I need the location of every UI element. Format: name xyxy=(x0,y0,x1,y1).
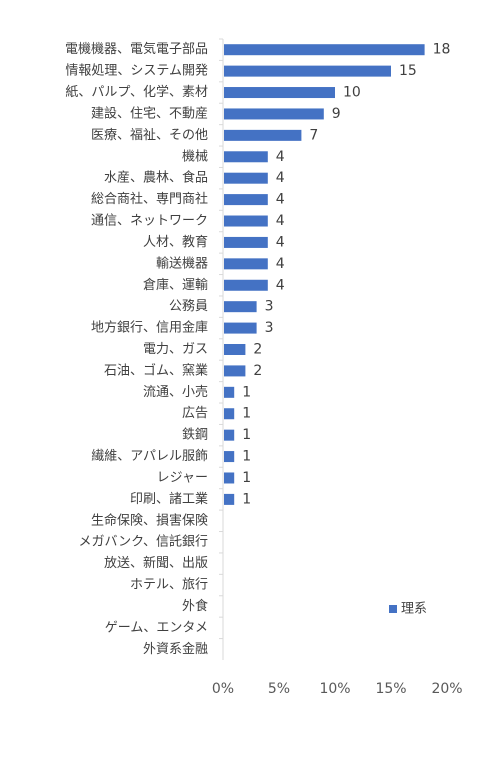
category-label: 地方銀行、信用金庫 xyxy=(91,320,208,336)
category-label: 電機機器、電気電子部品 xyxy=(65,41,208,57)
category-label: 広告 xyxy=(182,406,208,421)
category-label: 水産、農林、食品 xyxy=(104,170,208,186)
bar xyxy=(224,365,246,377)
bars-layer xyxy=(219,38,425,640)
category-label: 通信、ネットワーク xyxy=(91,214,208,229)
data-label: 18 xyxy=(433,42,451,58)
category-label: 印刷、諸工業 xyxy=(130,491,208,507)
bar xyxy=(224,493,235,505)
category-label: ゲーム、エンタメ xyxy=(105,620,208,635)
x-tick-label: 5% xyxy=(268,681,290,697)
category-label: 輸送機器 xyxy=(156,256,208,271)
data-label: 1 xyxy=(242,384,251,400)
bar xyxy=(224,108,324,120)
legend: 理系 xyxy=(389,602,427,617)
category-label: 石油、ゴム、窯業 xyxy=(104,362,208,378)
bar xyxy=(224,451,235,463)
bar xyxy=(224,44,425,56)
data-label: 4 xyxy=(276,192,285,208)
category-label: 鉄鋼 xyxy=(182,428,208,443)
category-label: 情報処理、システム開発 xyxy=(65,64,208,79)
category-label: レジャー xyxy=(157,470,208,485)
data-label: 7 xyxy=(309,127,318,143)
category-label: 総合商社、専門商社 xyxy=(91,191,208,207)
category-label: 倉庫、運輸 xyxy=(143,278,208,293)
legend-label: 理系 xyxy=(401,602,427,617)
category-label: 外資系金融 xyxy=(143,641,208,657)
bar xyxy=(224,65,391,77)
category-label: 電力、ガス xyxy=(143,342,208,357)
bar xyxy=(224,301,257,313)
bar xyxy=(224,87,335,99)
category-label: 流通、小売 xyxy=(143,384,208,400)
bar xyxy=(224,172,268,184)
data-label: 4 xyxy=(276,256,285,272)
bar xyxy=(224,129,302,141)
x-tick-label: 10% xyxy=(319,681,350,697)
category-label: ホテル、旅行 xyxy=(130,578,208,593)
category-label: 医療、福祉、その他 xyxy=(91,128,208,143)
legend-swatch xyxy=(389,605,397,613)
bar xyxy=(224,215,268,227)
bar xyxy=(224,472,235,484)
data-label: 1 xyxy=(242,449,251,465)
data-label: 1 xyxy=(242,427,251,443)
data-label: 10 xyxy=(343,85,361,101)
data-label: 3 xyxy=(265,299,274,315)
data-label: 1 xyxy=(242,491,251,507)
bar xyxy=(224,344,246,355)
bar xyxy=(224,408,235,420)
data-label: 4 xyxy=(276,277,285,293)
bar xyxy=(224,151,268,163)
data-label: 4 xyxy=(276,149,285,165)
bar xyxy=(224,279,268,291)
data-label: 2 xyxy=(253,363,262,379)
data-label: 1 xyxy=(242,406,251,422)
data-label: 3 xyxy=(265,320,274,336)
x-tick-label: 0% xyxy=(212,681,234,697)
category-label: 人材、教育 xyxy=(143,234,208,250)
data-label: 4 xyxy=(276,170,285,186)
bar xyxy=(224,322,257,334)
category-label: 放送、新聞、出版 xyxy=(104,555,208,571)
bar xyxy=(224,258,268,270)
category-labels: 電機機器、電気電子部品情報処理、システム開発紙、パルプ、化学、素材建設、住宅、不… xyxy=(65,41,208,657)
bar xyxy=(224,386,235,398)
category-label: 繊維、アパレル服飾 xyxy=(91,448,208,464)
category-label: 公務員 xyxy=(169,299,208,314)
bar xyxy=(224,194,268,206)
data-label: 4 xyxy=(276,213,285,229)
category-label: 紙、パルプ、化学、素材 xyxy=(65,84,208,100)
data-label: 2 xyxy=(253,342,262,358)
category-label: メガバンク、信託銀行 xyxy=(79,534,208,550)
category-label: 外食 xyxy=(182,598,208,614)
category-label: 機械 xyxy=(182,149,208,164)
bar xyxy=(224,429,235,441)
data-label: 1 xyxy=(242,470,251,486)
x-tick-label: 15% xyxy=(375,681,406,697)
data-label: 9 xyxy=(332,106,341,122)
x-tick-label: 20% xyxy=(431,681,462,697)
category-label: 建設、住宅、不動産 xyxy=(91,105,208,121)
data-label: 4 xyxy=(276,234,285,250)
bar xyxy=(224,236,268,248)
data-label: 15 xyxy=(399,63,417,79)
x-tick-labels: 0% 5% 10% 15% 20% xyxy=(212,681,463,697)
category-label: 生命保険、損害保険 xyxy=(91,512,208,528)
